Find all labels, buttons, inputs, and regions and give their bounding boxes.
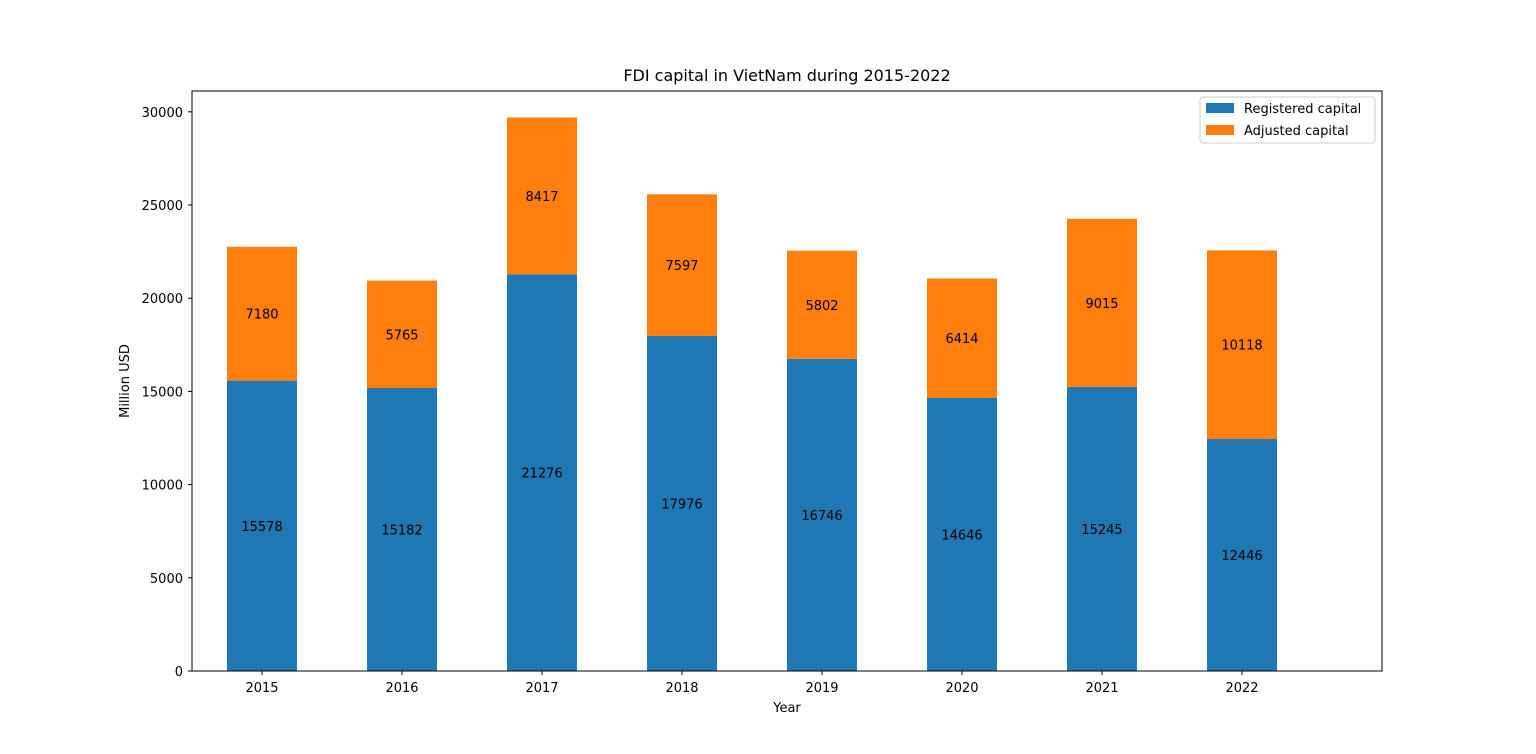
data-label-adjusted-capital-2020: 6414 [945, 332, 978, 347]
data-label-registered-capital-2018: 17976 [661, 497, 702, 512]
bar-registered-capital-2021 [1067, 386, 1137, 671]
legend-label-registered-capital: Registered capital [1244, 102, 1361, 117]
data-label-registered-capital-2020: 14646 [941, 528, 982, 543]
y-tick-label-0: 0 [175, 665, 183, 680]
data-label-adjusted-capital-2018: 7597 [665, 259, 698, 274]
chart-title: FDI capital in VietNam during 2015-2022 [623, 66, 950, 85]
y-tick-label-15000: 15000 [142, 385, 183, 400]
x-tick-label-2019: 2019 [805, 681, 838, 696]
x-tick-label-2022: 2022 [1225, 681, 1258, 696]
data-label-registered-capital-2016: 15182 [381, 524, 422, 539]
x-axis-label: Year [772, 701, 801, 716]
bars-layer [227, 117, 1277, 671]
bar-adjusted-capital-2019 [787, 250, 857, 359]
x-tick-label-2020: 2020 [945, 681, 978, 696]
bar-registered-capital-2016 [367, 388, 437, 671]
y-tick-label-25000: 25000 [142, 199, 183, 214]
data-label-registered-capital-2022: 12446 [1221, 549, 1262, 564]
bar-registered-capital-2015 [227, 380, 297, 671]
y-tick-label-5000: 5000 [150, 572, 183, 587]
bar-registered-capital-2022 [1207, 439, 1277, 671]
data-label-adjusted-capital-2019: 5802 [805, 299, 838, 314]
bar-adjusted-capital-2018 [647, 194, 717, 336]
data-label-registered-capital-2019: 16746 [801, 509, 842, 524]
bar-adjusted-capital-2020 [927, 278, 997, 398]
data-label-adjusted-capital-2016: 5765 [385, 328, 418, 343]
bar-adjusted-capital-2021 [1067, 218, 1137, 387]
legend-swatch-registered-capital [1206, 103, 1234, 113]
x-tick-label-2017: 2017 [525, 681, 558, 696]
bar-registered-capital-2019 [787, 358, 857, 671]
legend-box [1199, 96, 1376, 144]
x-tick-label-2021: 2021 [1085, 681, 1118, 696]
y-axis: 0 5000 10000 15000 20000 25000 30000 [142, 106, 192, 680]
x-tick-label-2018: 2018 [665, 681, 698, 696]
data-label-adjusted-capital-2021: 9015 [1085, 297, 1118, 312]
bar-adjusted-capital-2015 [227, 246, 297, 381]
bar-registered-capital-2020 [927, 397, 997, 671]
x-tick-label-2015: 2015 [245, 681, 278, 696]
bar-adjusted-capital-2017 [507, 117, 577, 275]
x-axis: 2015 2016 2017 2018 2019 2020 2021 2022 [245, 671, 1259, 696]
y-tick-label-30000: 30000 [142, 106, 183, 121]
bar-registered-capital-2018 [647, 335, 717, 671]
y-tick-label-10000: 10000 [142, 479, 183, 494]
data-labels-layer: 15578 7180 15182 5765 21276 8417 17976 7597 1674… [241, 190, 1262, 564]
legend-label-adjusted-capital: Adjusted capital [1244, 124, 1349, 139]
legend: Registered capital Adjusted capital [1199, 96, 1376, 144]
plot-frame [191, 90, 1383, 672]
data-label-adjusted-capital-2022: 10118 [1221, 339, 1262, 354]
bar-registered-capital-2017 [507, 274, 577, 671]
bar-adjusted-capital-2016 [367, 280, 437, 389]
data-label-registered-capital-2017: 21276 [521, 467, 562, 482]
data-label-adjusted-capital-2017: 8417 [525, 190, 558, 205]
x-tick-label-2016: 2016 [385, 681, 418, 696]
legend-swatch-adjusted-capital [1206, 125, 1234, 135]
bar-adjusted-capital-2022 [1207, 250, 1277, 440]
y-tick-label-20000: 20000 [142, 292, 183, 307]
data-label-registered-capital-2021: 15245 [1081, 523, 1122, 538]
data-label-adjusted-capital-2015: 7180 [245, 308, 278, 323]
y-axis-label: Million USD [118, 344, 133, 418]
data-label-registered-capital-2015: 15578 [241, 520, 282, 535]
